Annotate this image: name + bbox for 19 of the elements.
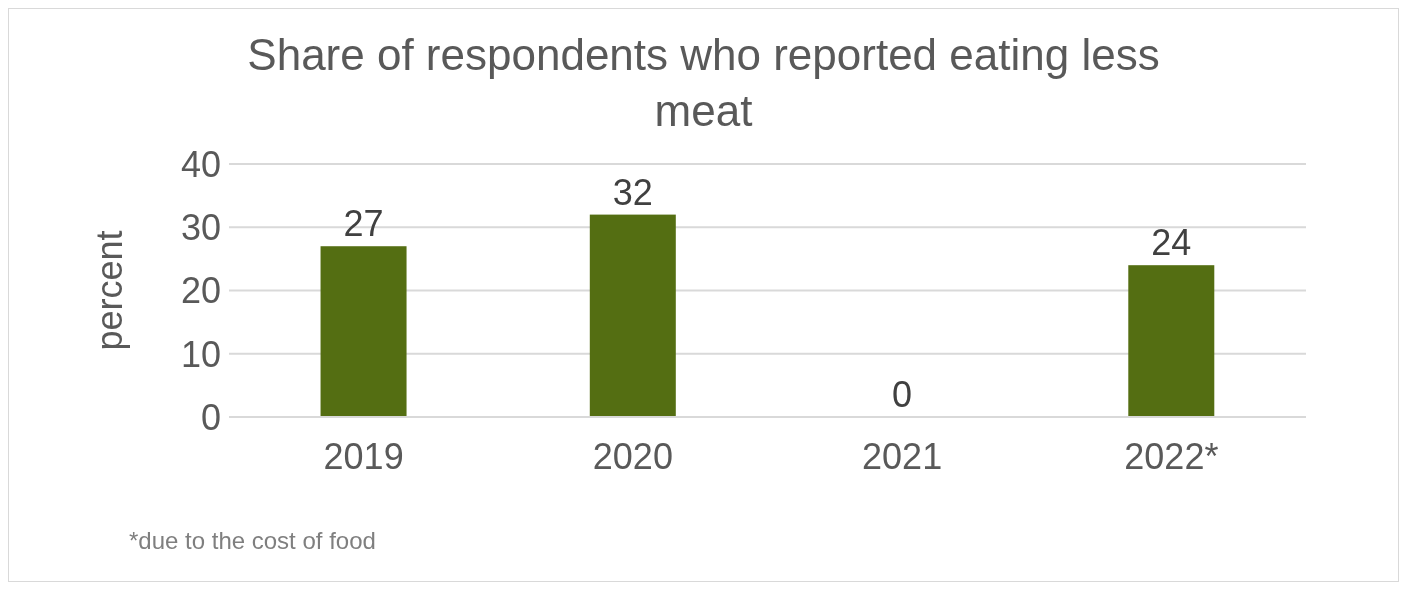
y-tick-label: 30 <box>180 207 221 249</box>
y-tick-label: 0 <box>200 396 221 438</box>
x-tick-label: 2022* <box>1124 435 1219 477</box>
x-tick-label: 2020 <box>592 435 673 477</box>
bar <box>1128 265 1215 417</box>
y-tick-label: 10 <box>180 333 221 375</box>
data-label: 32 <box>612 171 653 213</box>
y-tick-label: 20 <box>180 270 221 312</box>
x-tick-label: 2019 <box>323 435 404 477</box>
text: *due to the cost of food <box>129 527 376 555</box>
bar <box>589 214 676 417</box>
x-tick-label: 2021 <box>862 435 943 477</box>
data-label: 24 <box>1151 222 1192 264</box>
data-label: 0 <box>892 374 913 415</box>
chart-title: Share of respondents who reported eating less meat <box>246 29 1161 137</box>
y-tick-label: 40 <box>180 143 221 185</box>
data-label: 27 <box>343 203 384 245</box>
bar <box>320 246 407 417</box>
y-axis-title: percent <box>88 230 130 351</box>
